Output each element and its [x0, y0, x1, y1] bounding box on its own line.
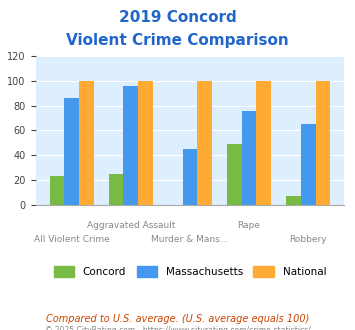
- Text: All Violent Crime: All Violent Crime: [34, 235, 110, 244]
- Text: Compared to U.S. average. (U.S. average equals 100): Compared to U.S. average. (U.S. average …: [46, 314, 309, 324]
- Bar: [242, 111, 256, 205]
- Bar: [182, 149, 197, 205]
- Bar: [124, 86, 138, 205]
- Bar: [316, 81, 330, 205]
- Text: Rape: Rape: [237, 221, 261, 230]
- Bar: [138, 81, 153, 205]
- Bar: [79, 81, 94, 205]
- Text: © 2025 CityRating.com - https://www.cityrating.com/crime-statistics/: © 2025 CityRating.com - https://www.city…: [45, 326, 310, 330]
- Bar: [301, 124, 316, 205]
- Bar: [256, 81, 271, 205]
- Bar: [197, 81, 212, 205]
- Bar: [286, 196, 301, 205]
- Text: Robbery: Robbery: [289, 235, 327, 244]
- Legend: Concord, Massachusetts, National: Concord, Massachusetts, National: [49, 262, 331, 281]
- Text: Murder & Mans...: Murder & Mans...: [151, 235, 229, 244]
- Text: Violent Crime Comparison: Violent Crime Comparison: [66, 33, 289, 48]
- Text: 2019 Concord: 2019 Concord: [119, 10, 236, 25]
- Bar: [109, 174, 124, 205]
- Bar: [64, 98, 79, 205]
- Text: Aggravated Assault: Aggravated Assault: [87, 221, 175, 230]
- Bar: [227, 144, 242, 205]
- Bar: [50, 176, 64, 205]
